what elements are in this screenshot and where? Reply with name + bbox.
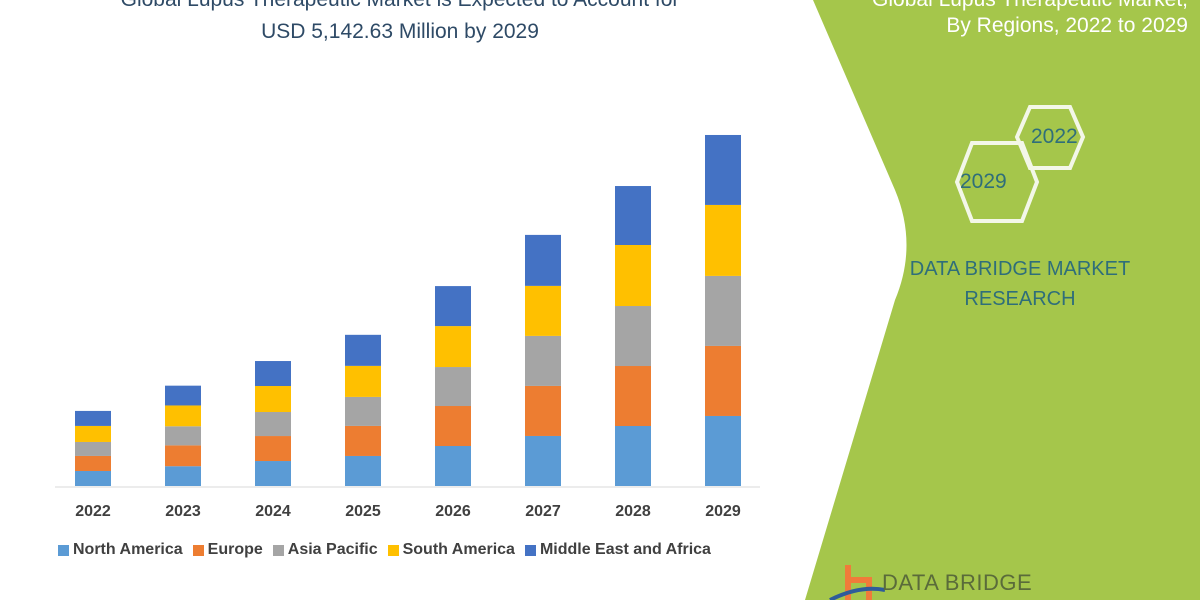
bar-segment-2026-north-america [435, 446, 471, 486]
bar-segment-2022-europe [75, 455, 111, 471]
legend-item: North America [58, 540, 183, 560]
stacked-bar-chart [75, 134, 741, 486]
bar-segment-2024-middle-east-and-africa [255, 361, 291, 387]
x-tick-label: 2029 [705, 503, 741, 520]
green-panel [805, 0, 1200, 600]
bar-segment-2024-europe [255, 436, 291, 462]
bar-segment-2027-europe [525, 385, 561, 436]
hexagon-2022 [1014, 105, 1086, 170]
bar-segment-2029-north-america [705, 415, 741, 486]
legend: North America Europe Asia Pacific South Ame… [58, 540, 711, 560]
bar-segment-2022-north-america [75, 470, 111, 486]
bar-segment-2022-middle-east-and-africa [75, 410, 111, 426]
brand-line1: DATA BRIDGE MARKET [909, 258, 1131, 280]
logo-text: DATA BRIDGE [882, 570, 1033, 595]
legend-label: Asia Pacific [287, 541, 378, 558]
hex-label-2029: 2029 [960, 170, 1007, 193]
bar-segment-2027-middle-east-and-africa [525, 234, 561, 286]
legend-item: Europe [192, 540, 263, 560]
bar-segment-2028-europe [615, 366, 651, 427]
legend-swatch [272, 544, 284, 556]
chart-title-line1: Global Lupus Therapeutic Market is Expec… [0, 0, 800, 12]
legend-swatch [192, 544, 204, 556]
bar-segment-2025-south-america [345, 365, 381, 397]
legend-label: Europe [207, 541, 263, 558]
bar-segment-2029-south-america [705, 204, 741, 276]
brand-text: DATA BRIDGE MARKET RESEARCH [900, 254, 1140, 314]
bar-segment-2027-asia-pacific [525, 335, 561, 386]
x-tick-label: 2023 [165, 503, 201, 520]
bar-segment-2028-asia-pacific [615, 306, 651, 367]
bar-segment-2026-middle-east-and-africa [435, 286, 471, 327]
bar-segment-2025-europe [345, 425, 381, 456]
bar-segment-2023-south-america [165, 405, 201, 427]
bar-segment-2022-asia-pacific [75, 441, 111, 456]
x-tick-label: 2025 [345, 503, 381, 520]
bar-segment-2025-north-america [345, 455, 381, 486]
side-title-line1: Global Lupus Therapeutic Market, [872, 0, 1188, 12]
bar-segment-2027-south-america [525, 285, 561, 336]
bar-segment-2025-middle-east-and-africa [345, 334, 381, 366]
bar-segment-2023-north-america [165, 466, 201, 486]
side-title-line2: By Regions, 2022 to 2029 [946, 14, 1188, 37]
bar-segment-2024-north-america [255, 461, 291, 486]
x-tick-label: 2026 [435, 503, 471, 520]
legend-item: Asia Pacific [272, 540, 378, 560]
chart-title-line2: USD 5,142.63 Million by 2029 [261, 20, 539, 43]
hexagon-2029 [954, 141, 1040, 223]
legend-swatch [58, 544, 69, 556]
x-tick-label: 2024 [255, 503, 291, 520]
brand-line2: RESEARCH [964, 288, 1076, 310]
bar-segment-2023-asia-pacific [165, 426, 201, 446]
legend-swatch [387, 544, 399, 556]
legend-label: Middle East and Africa [539, 541, 711, 558]
hex-label-2022: 2022 [1031, 125, 1078, 148]
bar-segment-2029-middle-east-and-africa [705, 134, 741, 205]
legend-label: North America [73, 541, 183, 558]
logo-icon [829, 565, 886, 600]
bar-segment-2028-middle-east-and-africa [615, 186, 651, 245]
bar-segment-2024-south-america [255, 386, 291, 413]
bar-segment-2022-south-america [75, 425, 111, 442]
legend-swatch [524, 544, 536, 556]
legend-item: South America [387, 540, 515, 560]
legend-item: Middle East and Africa [524, 540, 711, 560]
bar-segment-2029-asia-pacific [705, 275, 741, 346]
legend-label: South America [402, 541, 515, 558]
bar-segment-2023-europe [165, 445, 201, 467]
bar-segment-2027-north-america [525, 435, 561, 486]
bar-segment-2025-asia-pacific [345, 396, 381, 426]
bar-segment-2028-south-america [615, 244, 651, 307]
bar-segment-2026-south-america [435, 326, 471, 368]
bar-segment-2029-europe [705, 345, 741, 416]
bar-segment-2024-asia-pacific [255, 412, 291, 437]
x-tick-label: 2028 [615, 503, 651, 520]
bar-segment-2023-middle-east-and-africa [165, 385, 201, 406]
bar-segment-2026-asia-pacific [435, 367, 471, 407]
x-tick-label: 2027 [525, 503, 561, 520]
bar-segment-2026-europe [435, 406, 471, 447]
x-tick-label: 2022 [75, 503, 111, 520]
bar-segment-2028-north-america [615, 426, 651, 486]
